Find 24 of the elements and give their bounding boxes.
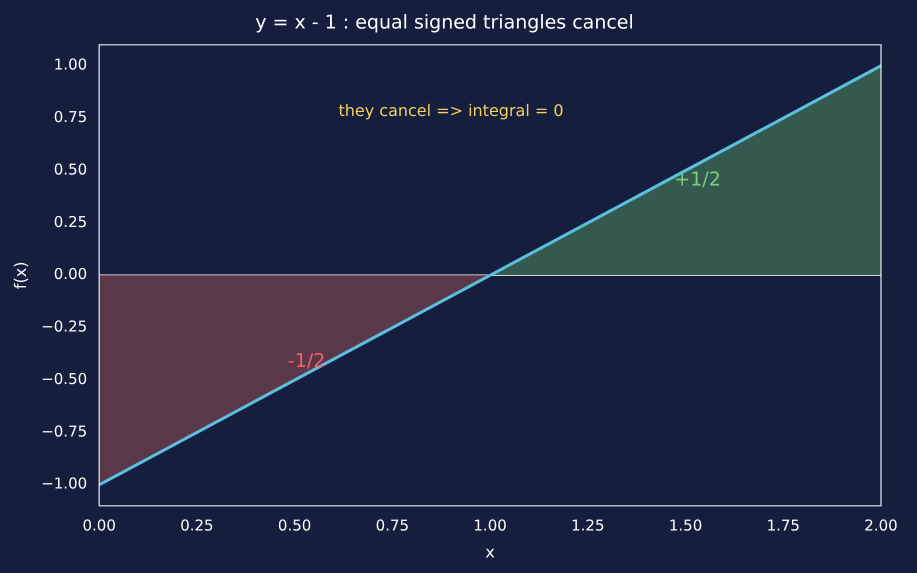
x-tick-label: 1.00 xyxy=(473,516,507,535)
y-tick-label: −0.75 xyxy=(41,422,88,440)
y-tick-label: 0.00 xyxy=(54,265,88,284)
y-tick-label: −1.00 xyxy=(41,474,88,493)
x-tick-label: 0.50 xyxy=(278,516,312,535)
series-label: -1/2 xyxy=(288,350,326,372)
x-tick-label: 1.75 xyxy=(766,516,800,535)
y-tick-label: 0.25 xyxy=(54,212,88,231)
x-tick-label: 1.25 xyxy=(571,516,605,535)
x-axis-title: x xyxy=(485,542,495,562)
annotation: they cancel => integral = 0 xyxy=(338,100,564,120)
series-label: +1/2 xyxy=(674,168,721,190)
y-tick-label: 0.75 xyxy=(54,108,88,126)
x-tick-label: 2.00 xyxy=(864,516,898,535)
y-tick-label: −0.25 xyxy=(41,318,88,336)
x-tick-label: 1.50 xyxy=(668,516,702,535)
x-tick-label: 0.75 xyxy=(376,516,410,535)
x-tick-label: 0.00 xyxy=(82,516,116,535)
y-tick-label: 1.00 xyxy=(54,56,88,74)
y-tick-label: 0.50 xyxy=(54,160,88,178)
y-axis-title: f(x) xyxy=(10,262,30,290)
x-tick-label: 0.25 xyxy=(180,516,214,535)
y-tick-label: −0.50 xyxy=(41,370,88,388)
chart-title: y = x - 1 : equal signed triangles cancel xyxy=(255,11,634,34)
